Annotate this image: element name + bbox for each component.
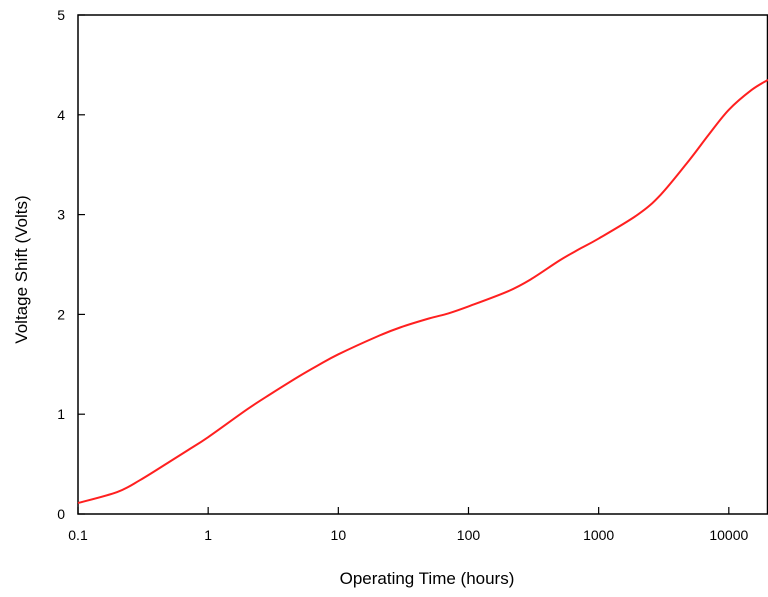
x-tick-label: 0.1 bbox=[68, 527, 88, 543]
tick-marks bbox=[77, 14, 730, 515]
y-tick-label: 5 bbox=[57, 7, 65, 23]
y-tick-label: 3 bbox=[57, 207, 65, 223]
plot-axes bbox=[77, 14, 768, 515]
y-tick-label: 2 bbox=[57, 306, 65, 322]
series-line bbox=[77, 79, 768, 504]
y-tick-label: 4 bbox=[57, 107, 65, 123]
plot-frame bbox=[77, 14, 768, 515]
y-tick-label: 0 bbox=[57, 506, 65, 522]
tick-labels: 0.1 1 10 100 1000 10000 0 1 2 3 4 5 bbox=[57, 7, 748, 543]
y-tick-label: 1 bbox=[57, 406, 65, 422]
y-axis-title: Voltage Shift (Volts) bbox=[12, 195, 31, 343]
x-tick-label: 10 bbox=[331, 527, 347, 543]
x-tick-label: 100 bbox=[457, 527, 481, 543]
x-tick-label: 10000 bbox=[709, 527, 748, 543]
x-tick-label: 1 bbox=[204, 527, 212, 543]
series-group bbox=[77, 79, 768, 504]
x-tick-label: 1000 bbox=[583, 527, 614, 543]
x-axis-title: Operating Time (hours) bbox=[340, 569, 515, 588]
